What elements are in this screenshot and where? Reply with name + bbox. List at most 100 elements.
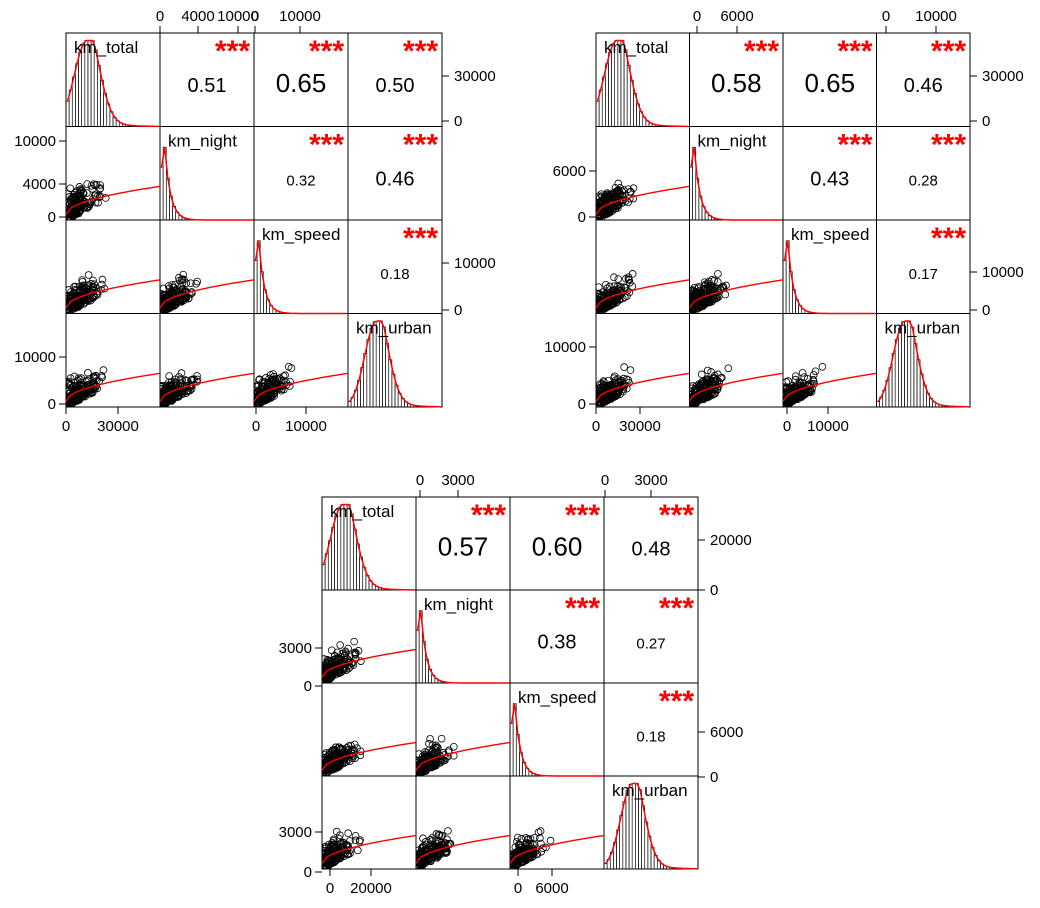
density-curve	[596, 39, 688, 128]
scatter-point	[605, 282, 614, 291]
scatter-point	[79, 287, 88, 295]
correlation-km_total-km_night: 0.51	[188, 75, 227, 97]
variable-label-km_night: km_night	[698, 132, 767, 151]
axis-right: 6000 0	[698, 724, 743, 786]
significance-stars: ***	[744, 35, 779, 68]
scatter-point	[161, 304, 169, 312]
variable-label-km_speed: km_speed	[262, 225, 340, 244]
histogram-km_night: km_night	[159, 132, 255, 221]
scatter-point	[620, 363, 628, 371]
scatter-panel	[254, 362, 348, 407]
scatter-point	[624, 275, 633, 284]
histogram-km_urban: km_urban	[876, 319, 971, 408]
tick-label: 30000	[982, 68, 1024, 85]
scatter-point	[277, 376, 286, 385]
smooth-line	[322, 834, 416, 864]
scatter-point	[629, 184, 638, 193]
scatter-point	[89, 283, 97, 292]
scatter-point	[607, 191, 616, 199]
tick-label: 3000	[279, 824, 312, 841]
histogram-km_total: km_total	[595, 38, 690, 128]
scatter-point	[610, 297, 619, 305]
scatter-point	[722, 281, 730, 290]
scatter-point	[163, 305, 171, 314]
scatter-point	[354, 647, 363, 655]
scatter-points	[254, 362, 348, 407]
histogram-bar	[78, 51, 82, 127]
scatter-point	[697, 370, 706, 379]
scatter-point	[609, 383, 617, 392]
scatter-point	[629, 194, 638, 203]
histogram-km_speed: km_speed	[782, 225, 877, 315]
scatter-point	[343, 744, 351, 752]
histogram-bar	[334, 515, 338, 591]
scatter-point	[160, 383, 166, 391]
scatter-point	[707, 368, 715, 376]
scatter-panel	[322, 740, 416, 776]
smooth-line	[596, 372, 690, 402]
scatter-point	[271, 376, 280, 385]
significance-stars: ***	[403, 222, 438, 255]
scatter-point	[90, 280, 99, 289]
tick-label: 0	[62, 418, 70, 435]
scatter-points	[689, 364, 783, 407]
tick-label: 10000	[14, 133, 56, 150]
scatter-point	[70, 209, 79, 217]
tick-label: 10000	[807, 418, 849, 435]
scatter-point	[783, 400, 790, 407]
scatter-point	[85, 202, 93, 211]
scatter-point	[596, 386, 602, 395]
histogram-bar	[93, 49, 98, 127]
scatter-point	[255, 390, 263, 399]
scatter-panel	[66, 180, 160, 220]
scatter-point	[329, 835, 338, 844]
density-curve	[690, 147, 782, 221]
scatter-point	[443, 841, 452, 850]
correlation-km_night-km_speed: 0.43	[810, 168, 849, 190]
scatter-points	[689, 270, 783, 314]
histogram-bar	[382, 326, 386, 408]
scatter-point	[181, 376, 190, 384]
scatter-point	[430, 762, 439, 770]
scatter-point	[596, 204, 604, 213]
histogram-bar	[625, 790, 630, 870]
axis-left: 10000 0	[544, 339, 596, 413]
scatter-point	[724, 364, 733, 373]
axis-top: 0 6000	[693, 8, 754, 33]
scatter-point	[694, 304, 702, 313]
scatter-point	[628, 270, 637, 278]
tick-label: 6000	[535, 880, 568, 897]
scatter-points	[596, 363, 690, 407]
scatter-point	[81, 296, 90, 304]
axis-top: 0 4000 10000	[156, 8, 259, 33]
axis-left: 10000 4000 0	[14, 133, 66, 226]
tick-label: 6000	[710, 724, 743, 741]
scatter-point	[85, 375, 93, 383]
scatter-point	[193, 375, 202, 384]
tick-label: 0	[48, 396, 56, 413]
density-curve	[254, 240, 347, 315]
axis-bottom: 0 20000	[326, 869, 392, 897]
scatter-point	[99, 366, 108, 374]
scatter-point	[537, 847, 546, 856]
scatter-point	[706, 296, 714, 305]
scatter-matrix-1: km_total km_night km_speed km_urban *** 0.51 *…	[14, 8, 495, 435]
scatter-point	[700, 394, 708, 402]
tick-label: 3000	[279, 640, 312, 657]
scatter-point	[75, 183, 84, 191]
scatter-point	[420, 858, 429, 867]
scatter-point	[607, 190, 615, 199]
scatter-point	[92, 377, 101, 385]
scatter-point	[714, 270, 722, 278]
scatter-point	[322, 655, 329, 663]
scatter-point	[171, 280, 180, 289]
correlation-km_night-km_urban: 0.46	[376, 168, 415, 190]
scatter-point	[438, 831, 447, 840]
scatter-point	[801, 389, 810, 397]
scatter-point	[78, 277, 87, 286]
tick-label: 30000	[97, 418, 139, 435]
scatter-point	[334, 853, 343, 862]
scatter-point	[514, 841, 523, 849]
scatter-point	[430, 751, 439, 760]
axis-left: 3000 0	[279, 640, 322, 695]
